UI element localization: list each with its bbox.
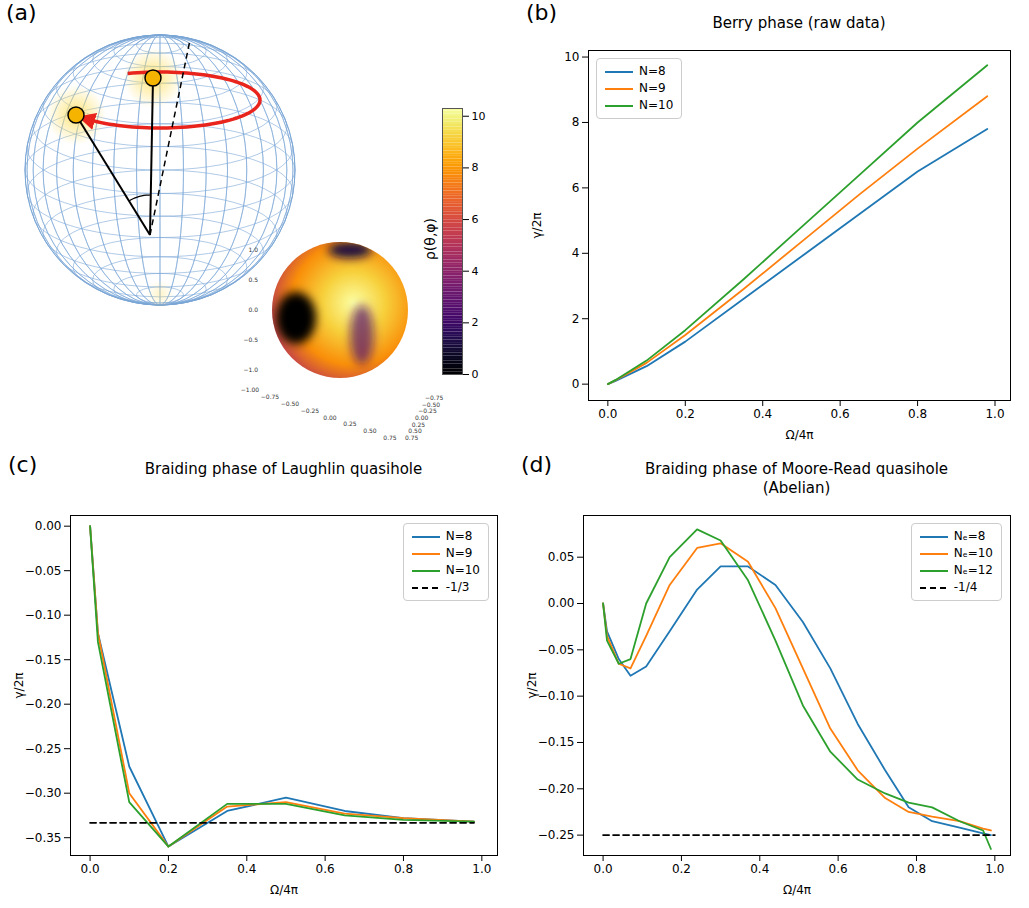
svg-text:0.00: 0.00 bbox=[323, 414, 337, 421]
html-text:(a): (a) bbox=[6, 0, 37, 25]
svg-text:0.8: 0.8 bbox=[907, 862, 926, 876]
html-text:Nₑ=12: Nₑ=12 bbox=[953, 563, 993, 577]
svg-text:10: 10 bbox=[564, 50, 579, 64]
svg-text:4: 4 bbox=[572, 246, 580, 260]
svg-text:−1.0: −1.0 bbox=[243, 366, 258, 373]
html-text:(d): (d) bbox=[521, 452, 553, 477]
svg-text:0.6: 0.6 bbox=[831, 407, 850, 421]
svg-text:0.8: 0.8 bbox=[908, 407, 927, 421]
svg-text:0.6: 0.6 bbox=[316, 862, 335, 876]
svg-text:0.8: 0.8 bbox=[394, 862, 413, 876]
svg-text:0.25: 0.25 bbox=[411, 420, 425, 428]
svg-text:−1.00: −1.00 bbox=[241, 386, 260, 393]
html-text:Nₑ=8: Nₑ=8 bbox=[953, 529, 986, 543]
svg-text:Ω/4π: Ω/4π bbox=[783, 883, 811, 897]
html-text:Braiding phase of Laughlin qua: Braiding phase of Laughlin quasihole bbox=[144, 460, 423, 478]
svg-text:0.2: 0.2 bbox=[672, 862, 691, 876]
html-text:Braiding phase of Moore-Read q: Braiding phase of Moore-Read quasihole (… bbox=[645, 460, 948, 497]
svg-text:0.50: 0.50 bbox=[408, 427, 422, 435]
svg-text:−0.25: −0.25 bbox=[301, 407, 320, 414]
html-text:N=10: N=10 bbox=[639, 98, 674, 112]
html-text:Nₑ=10: Nₑ=10 bbox=[953, 546, 993, 560]
svg-text:−0.75: −0.75 bbox=[261, 393, 280, 400]
html-text:N=8: N=8 bbox=[445, 529, 473, 543]
html-text:N=8: N=8 bbox=[639, 64, 666, 78]
svg-text:γ/2π: γ/2π bbox=[12, 672, 26, 698]
svg-text:0: 0 bbox=[472, 368, 479, 381]
svg-text:−0.10: −0.10 bbox=[25, 608, 62, 622]
svg-text:−0.50: −0.50 bbox=[281, 400, 300, 407]
svg-text:−0.5: −0.5 bbox=[243, 336, 258, 343]
svg-text:−0.35: −0.35 bbox=[25, 831, 62, 845]
svg-text:2: 2 bbox=[572, 312, 580, 326]
svg-text:0.05: 0.05 bbox=[548, 550, 575, 564]
svg-text:1.0: 1.0 bbox=[985, 862, 1004, 876]
svg-text:−0.15: −0.15 bbox=[25, 653, 62, 667]
svg-text:4: 4 bbox=[472, 265, 479, 278]
svg-text:10: 10 bbox=[472, 110, 486, 123]
svg-text:0: 0 bbox=[572, 377, 580, 391]
svg-text:8: 8 bbox=[472, 161, 479, 174]
svg-text:Ω/4π: Ω/4π bbox=[270, 883, 298, 897]
svg-text:2: 2 bbox=[472, 316, 479, 329]
svg-text:0.0: 0.0 bbox=[598, 407, 617, 421]
svg-text:6: 6 bbox=[472, 213, 479, 226]
html-text:(b): (b) bbox=[526, 0, 558, 25]
svg-text:−0.15: −0.15 bbox=[538, 735, 575, 749]
svg-text:−0.30: −0.30 bbox=[25, 786, 62, 800]
html-text:Berry phase (raw data): Berry phase (raw data) bbox=[712, 14, 886, 32]
svg-text:γ/2π: γ/2π bbox=[530, 212, 544, 238]
svg-text:−0.05: −0.05 bbox=[25, 564, 62, 578]
svg-text:0.4: 0.4 bbox=[750, 862, 769, 876]
svg-text:0.75: 0.75 bbox=[383, 434, 397, 441]
svg-text:0.0: 0.0 bbox=[248, 306, 258, 313]
html-text:-1/4: -1/4 bbox=[953, 580, 978, 594]
svg-text:−0.75: −0.75 bbox=[425, 394, 444, 401]
svg-text:0.4: 0.4 bbox=[237, 862, 256, 876]
svg-text:0.0: 0.0 bbox=[594, 862, 613, 876]
svg-text:1.0: 1.0 bbox=[248, 246, 258, 253]
svg-text:0.2: 0.2 bbox=[676, 407, 695, 421]
svg-text:0.6: 0.6 bbox=[829, 862, 848, 876]
svg-text:−0.50: −0.50 bbox=[421, 400, 440, 408]
html-text:ρ(θ,φ): ρ(θ,φ) bbox=[422, 218, 438, 260]
svg-text:Ω/4π: Ω/4π bbox=[785, 428, 813, 442]
svg-text:−0.20: −0.20 bbox=[25, 697, 62, 711]
svg-text:0.50: 0.50 bbox=[363, 427, 377, 434]
svg-text:6: 6 bbox=[572, 181, 580, 195]
html-text:(c): (c) bbox=[8, 452, 38, 477]
html-text:N=9: N=9 bbox=[639, 81, 666, 95]
svg-text:0.25: 0.25 bbox=[343, 420, 357, 427]
svg-text:0.75: 0.75 bbox=[405, 434, 419, 441]
svg-text:0.4: 0.4 bbox=[753, 407, 772, 421]
svg-text:1.0: 1.0 bbox=[985, 407, 1004, 421]
html-text:N=10: N=10 bbox=[445, 563, 480, 577]
svg-text:1.0: 1.0 bbox=[472, 862, 491, 876]
svg-text:−0.10: −0.10 bbox=[538, 689, 575, 703]
svg-text:−0.25: −0.25 bbox=[418, 407, 437, 415]
svg-text:0.0: 0.0 bbox=[81, 862, 100, 876]
svg-text:−0.25: −0.25 bbox=[25, 742, 62, 756]
svg-text:0.00: 0.00 bbox=[415, 414, 429, 421]
svg-text:γ/2π: γ/2π bbox=[525, 672, 539, 698]
html-text:-1/3: -1/3 bbox=[445, 580, 470, 594]
svg-text:8: 8 bbox=[572, 115, 580, 129]
svg-text:−0.25: −0.25 bbox=[538, 828, 575, 842]
svg-text:0.5: 0.5 bbox=[248, 276, 258, 283]
svg-text:0.00: 0.00 bbox=[35, 519, 62, 533]
svg-text:0.00: 0.00 bbox=[548, 596, 575, 610]
html-text:N=9: N=9 bbox=[445, 546, 473, 560]
svg-text:0.2: 0.2 bbox=[159, 862, 178, 876]
svg-text:−0.20: −0.20 bbox=[538, 782, 575, 796]
svg-text:−0.05: −0.05 bbox=[538, 643, 575, 657]
